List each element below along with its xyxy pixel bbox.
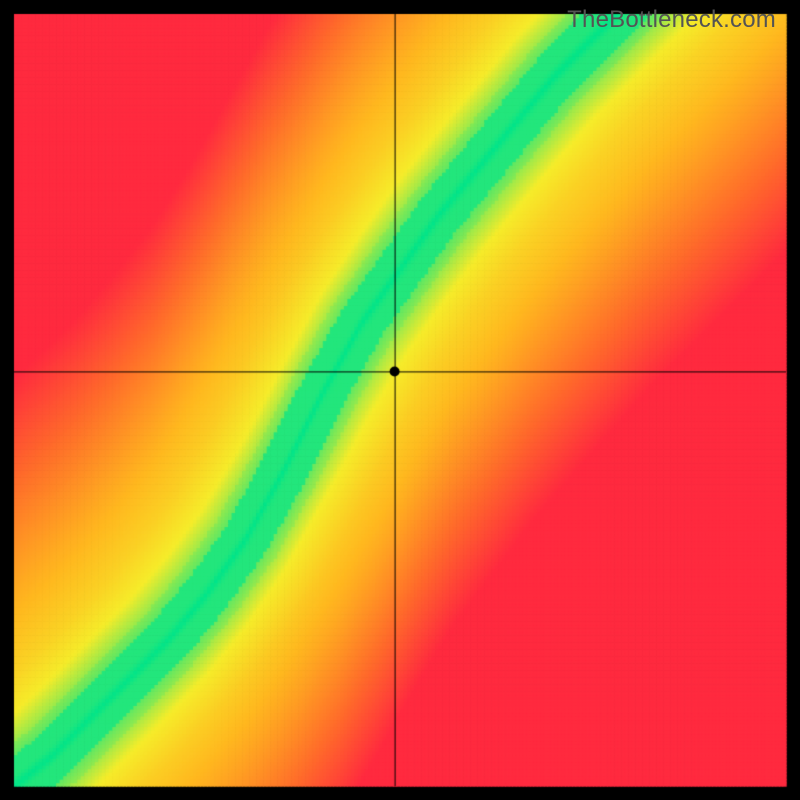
heatmap-canvas	[0, 0, 800, 800]
chart-container: TheBottleneck.com	[0, 0, 800, 800]
